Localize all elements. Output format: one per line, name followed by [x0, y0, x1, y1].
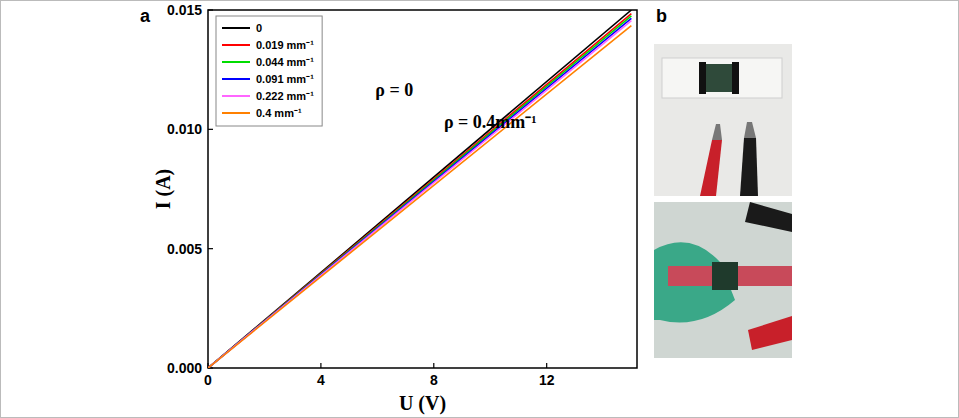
legend-label: 0.044 mm⁻¹	[256, 56, 314, 68]
legend-swatch	[222, 78, 250, 80]
x-tick	[433, 363, 434, 368]
legend-label: 0.4 mm⁻¹	[256, 107, 302, 119]
photos	[654, 44, 792, 358]
y-tick-label: 0.015	[167, 2, 202, 18]
legend-swatch	[222, 112, 250, 114]
y-tick	[208, 248, 213, 249]
legend-swatch	[222, 61, 250, 63]
x-axis-title: U (V)	[399, 392, 446, 415]
series-line	[208, 21, 631, 368]
y-axis-title: I (A)	[152, 169, 175, 210]
annotation: ρ = 0.4mm⁻¹	[444, 112, 537, 132]
plot-lines	[208, 10, 631, 368]
clip-black	[745, 202, 792, 232]
plot-frame	[208, 10, 637, 368]
clip-black	[740, 138, 758, 196]
series-line	[208, 10, 631, 368]
clip-tip	[712, 124, 722, 140]
photo-top	[654, 44, 792, 196]
annotation: ρ = 0	[375, 80, 413, 100]
x-tick	[546, 363, 547, 368]
y-tick	[208, 9, 213, 10]
film	[712, 262, 738, 290]
y-tick	[208, 129, 213, 130]
legend-swatch	[222, 95, 250, 97]
series-line	[208, 26, 631, 368]
y-tick-label: 0.005	[167, 241, 202, 257]
legend: 0 0.019 mm⁻¹ 0.044 mm⁻¹ 0.091 mm⁻¹ 0.222 mm⁻…	[216, 16, 322, 126]
clip-red	[700, 140, 722, 196]
series-line	[208, 16, 631, 368]
x-tick-label: 12	[539, 372, 555, 388]
legend-label: 0.091 mm⁻¹	[256, 73, 314, 85]
x-tick	[320, 363, 321, 368]
legend-label: 0.222 mm⁻¹	[256, 90, 314, 102]
panel-label: a	[140, 6, 151, 26]
legend-label: 0.019 mm⁻¹	[256, 39, 314, 51]
figure: a b 0 4 8 12 0.000 0.005 0.010 0.015 U (V) I (A) 0 0.…	[0, 0, 959, 418]
series-line	[208, 14, 631, 368]
photo-bottom	[654, 202, 792, 358]
slide	[662, 58, 782, 98]
legend-swatch	[222, 27, 250, 29]
figure-frame	[1, 1, 959, 418]
electrode	[699, 62, 706, 94]
electrode	[732, 62, 739, 94]
x-tick-label: 0	[204, 372, 212, 388]
clip-red	[748, 316, 792, 350]
x-tick-label: 4	[317, 372, 325, 388]
legend-label: 0	[256, 22, 262, 34]
film	[702, 64, 736, 92]
legend-swatch	[222, 44, 250, 46]
x-tick-label: 8	[430, 372, 438, 388]
clip-tip	[744, 122, 756, 138]
panel-label: b	[656, 6, 667, 26]
y-tick-label: 0.010	[167, 121, 202, 137]
y-tick-label: 0.000	[167, 360, 202, 376]
legend-box	[216, 16, 322, 126]
